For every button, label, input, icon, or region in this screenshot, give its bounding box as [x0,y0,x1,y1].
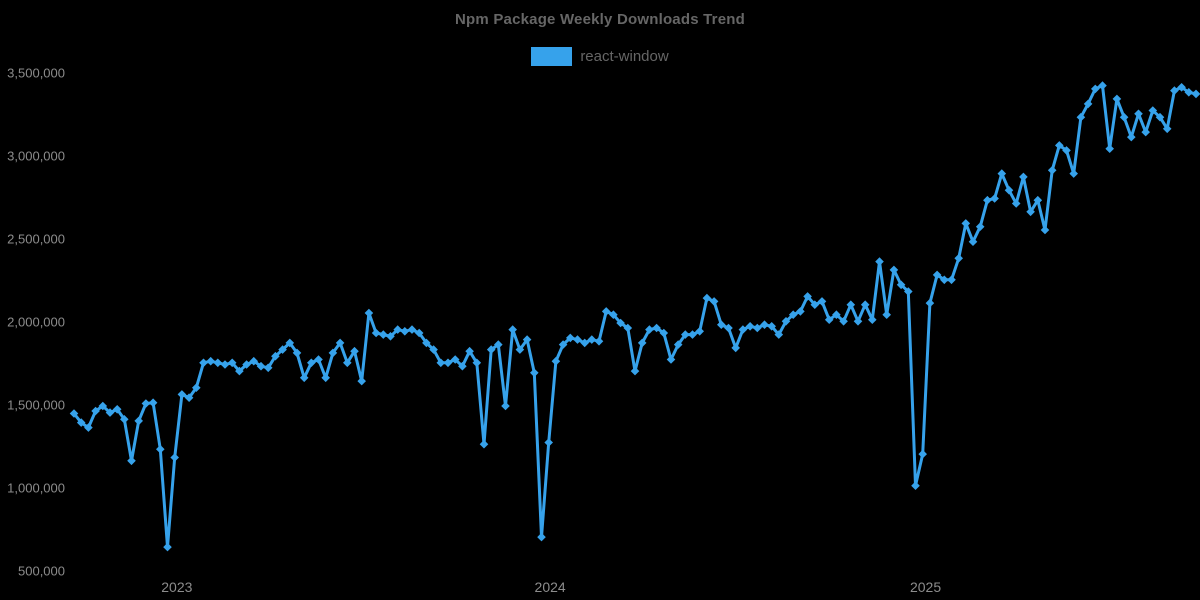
x-axis-tick-label: 2023 [161,579,192,595]
x-axis-tick-label: 2024 [535,579,566,595]
series-point-markers[interactable] [69,81,1200,552]
y-axis-tick-label: 2,500,000 [7,231,65,246]
legend: react-window [0,47,1200,66]
legend-swatch [531,47,573,66]
x-axis-tick-label: 2025 [910,579,941,595]
y-axis-tick-label: 3,000,000 [7,148,65,163]
chart-title: Npm Package Weekly Downloads Trend [455,11,745,28]
y-axis-tick-label: 500,000 [18,563,65,578]
legend-label: react-window [580,48,669,65]
y-axis-tick-label: 1,500,000 [7,397,65,412]
y-axis-tick-label: 3,500,000 [7,65,65,80]
y-axis-tick-label: 2,000,000 [7,314,65,329]
legend-item-react-window[interactable]: react-window [531,47,669,66]
y-axis-tick-label: 1,000,000 [7,480,65,495]
series-line-react-window [72,84,1198,549]
